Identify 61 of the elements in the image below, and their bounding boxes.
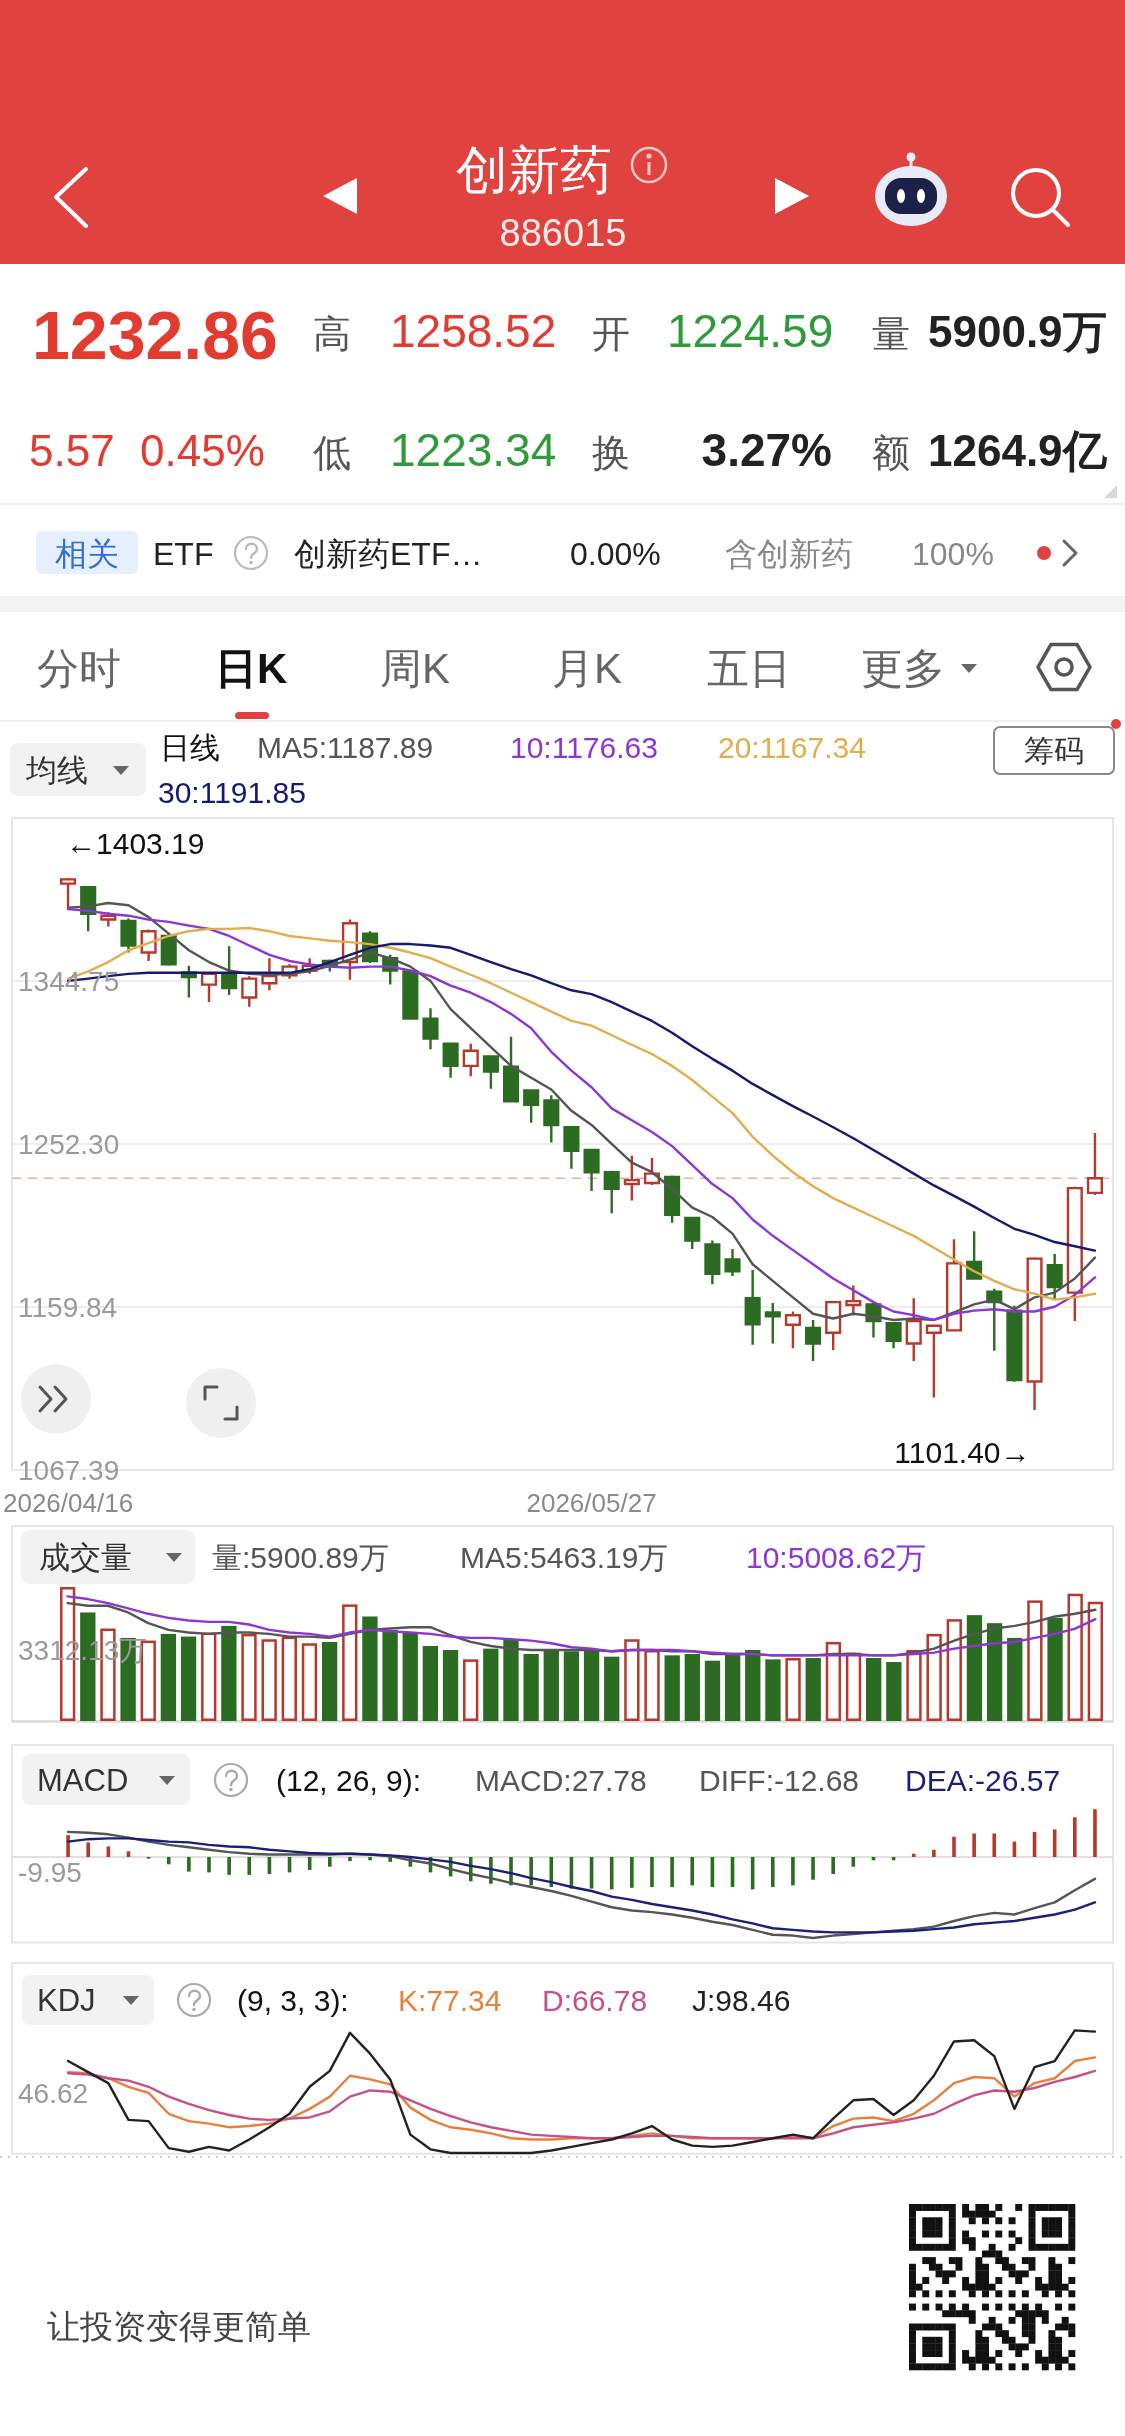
chart-title: MACD	[37, 1763, 129, 1798]
text: 1223.34	[390, 424, 557, 476]
y-tick-label: 1159.84	[18, 1291, 118, 1323]
text: 886015	[499, 212, 627, 254]
text: 量:5900.89万	[212, 1541, 389, 1574]
text: 创新药	[456, 141, 612, 199]
text: 量	[872, 313, 910, 355]
text: 100%	[912, 536, 994, 572]
text: 相关	[55, 536, 119, 572]
text: K:77.34	[398, 1984, 502, 2017]
text: 创新药ETF…	[294, 536, 483, 572]
annotation: -9.95	[18, 1856, 82, 1888]
text: 含创新药	[725, 536, 853, 572]
text: 1258.52	[390, 305, 557, 357]
button: 筹码	[993, 726, 1115, 775]
text: 高	[313, 313, 351, 355]
text: MA5:1187.89	[257, 731, 434, 764]
text: 周K	[380, 645, 451, 692]
text: 10:1176.63	[510, 731, 658, 764]
text: 0.45%	[140, 426, 265, 475]
text: 换	[592, 432, 630, 474]
text: 日K	[215, 645, 288, 692]
text: MA5:5463.19万	[460, 1541, 669, 1574]
text: 开	[592, 313, 630, 355]
legend-title: (12, 26, 9):	[276, 1764, 422, 1797]
text: 额	[872, 432, 910, 474]
text: 1264.9亿	[928, 426, 1108, 475]
text: 低	[313, 432, 351, 474]
text: 月K	[552, 645, 623, 692]
x-tick-label: 2026/04/16	[2, 1488, 134, 1518]
text: 1224.59	[667, 305, 834, 357]
text: MACD:27.78	[475, 1764, 647, 1797]
chart-title: 成交量	[39, 1540, 132, 1575]
annotation: 1101.40→	[894, 1435, 1031, 1469]
text: ETF	[153, 536, 214, 572]
text: DEA:-26.57	[905, 1764, 1061, 1797]
legend-title: (9, 3, 3):	[237, 1984, 349, 2017]
chart-title: KDJ	[37, 1983, 96, 2018]
y-tick-label: 1344.75	[18, 965, 120, 997]
y-tick-label: 1067.39	[18, 1454, 120, 1486]
text: DIFF:-12.68	[699, 1764, 860, 1797]
text: 0.00%	[570, 536, 661, 572]
text: 5900.9万	[928, 307, 1107, 356]
text: 更多	[861, 645, 945, 692]
text: 分时	[37, 645, 121, 692]
x-tick-label: 2026/05/27	[526, 1488, 657, 1518]
text: 30:1191.85	[158, 776, 306, 809]
annotation: ←1403.19	[66, 827, 205, 861]
legend-title: 日线	[160, 731, 220, 764]
text: 让投资变得更简单	[47, 2308, 311, 2345]
text: 20:1167.34	[718, 731, 866, 764]
text: 5.57	[29, 426, 115, 475]
annotation: 46.62	[18, 2077, 89, 2109]
text: J:98.46	[692, 1984, 791, 2017]
text: 10:5008.62万	[746, 1541, 927, 1574]
text: 3.27%	[701, 424, 832, 476]
text: 五日	[707, 645, 791, 692]
y-tick-label: 1252.30	[18, 1128, 120, 1160]
chart-title: 均线	[25, 753, 88, 788]
text: D:66.78	[542, 1984, 648, 2017]
text: 1232.86	[32, 297, 278, 373]
